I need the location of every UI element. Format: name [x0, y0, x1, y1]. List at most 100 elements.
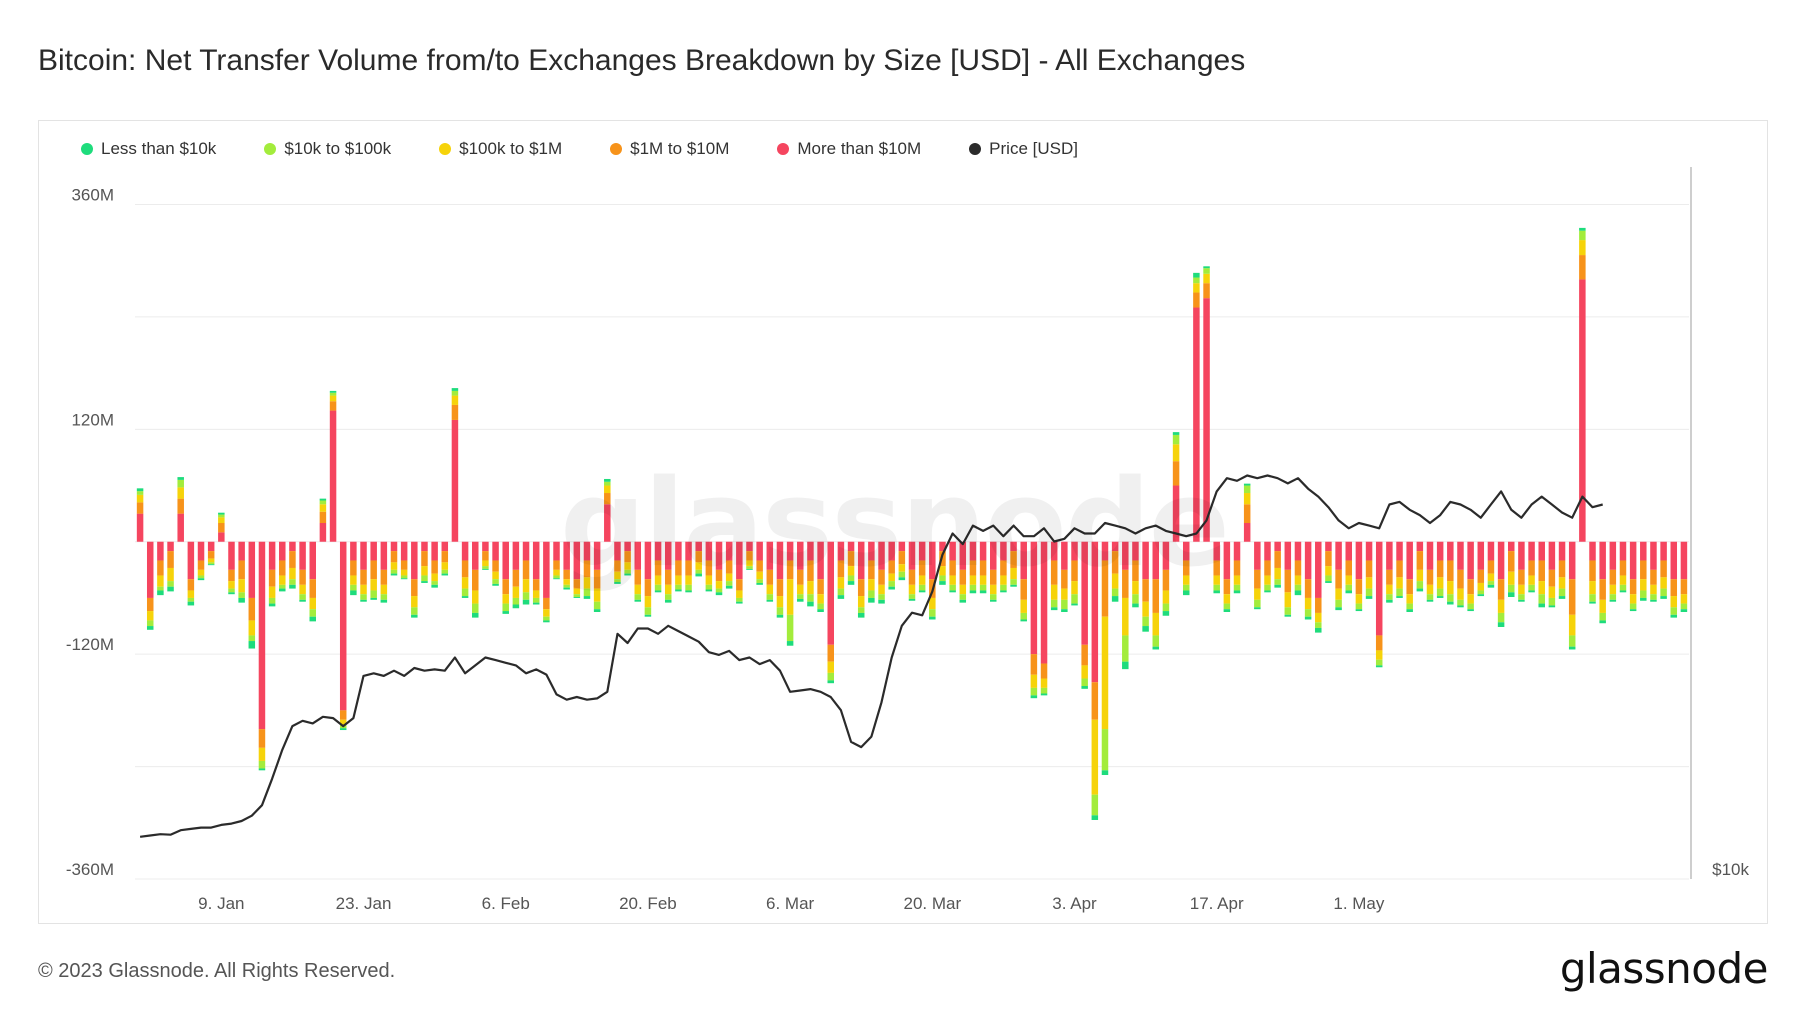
bar-segment	[1172, 432, 1180, 435]
bar-segment	[776, 607, 784, 615]
bar-segment	[725, 585, 733, 589]
bar-segment	[797, 598, 804, 602]
bar-segment	[817, 541, 824, 580]
legend-item[interactable]: More than $10M	[777, 139, 921, 159]
bar-segment	[411, 579, 418, 597]
bar-segment	[1284, 607, 1292, 615]
bar-segment	[979, 575, 987, 585]
bar-segment	[685, 584, 692, 591]
bar-segment	[512, 586, 520, 598]
bar-segment	[370, 590, 377, 598]
bar-segment	[228, 581, 235, 589]
bar-segment	[634, 584, 642, 595]
bar-segment	[1467, 609, 1474, 612]
price-line	[139, 474, 1603, 838]
bar-segment	[1650, 594, 1657, 600]
bar-segment	[472, 590, 479, 604]
bar-segment	[1508, 584, 1515, 593]
bar-segment	[1375, 650, 1383, 660]
bar-segment	[1081, 644, 1088, 666]
bar-segment	[370, 597, 377, 600]
bar-segment	[918, 584, 926, 591]
bar-segment	[1365, 560, 1373, 578]
bar-segment	[441, 541, 449, 552]
bar-segment	[522, 599, 530, 605]
bar-segment	[736, 541, 743, 580]
bar-segment	[441, 569, 449, 574]
bar-segment	[898, 541, 906, 552]
bar-segment	[1284, 614, 1292, 617]
bar-segment	[197, 560, 205, 570]
bar-segment	[857, 541, 865, 580]
legend-item[interactable]: Price [USD]	[969, 139, 1078, 159]
bar-segment	[289, 567, 296, 580]
bar-segment	[1355, 594, 1363, 604]
bar-segment	[1020, 619, 1027, 622]
bar-segment	[1640, 590, 1647, 598]
bar-segment	[675, 584, 682, 590]
bar-segment	[1579, 255, 1586, 280]
bar-segment	[146, 541, 154, 598]
bar-segment	[390, 569, 398, 574]
bar-segment	[908, 584, 916, 595]
bar-segment	[583, 577, 591, 589]
bar-segment	[512, 569, 520, 587]
bar-segment	[1375, 635, 1383, 651]
bar-segment	[857, 612, 865, 618]
bar-segment	[268, 603, 276, 607]
bar-segment	[776, 541, 784, 580]
bar-segment	[786, 541, 794, 561]
bar-segment	[268, 541, 276, 570]
bar-segment	[1233, 541, 1241, 561]
legend-item[interactable]: $100k to $1M	[439, 139, 562, 159]
legend-item[interactable]: $10k to $100k	[264, 139, 391, 159]
bar-segment	[725, 581, 733, 586]
bar-segment	[990, 541, 997, 570]
bar-segment	[1497, 541, 1505, 580]
bar-segment	[319, 523, 327, 542]
bar-segment	[1457, 588, 1464, 600]
bar-segment	[1254, 599, 1261, 608]
legend-item[interactable]: $1M to $10M	[610, 139, 729, 159]
bar-segment	[766, 541, 774, 570]
bar-segment	[1426, 584, 1434, 595]
x-tick-label: 20. Mar	[903, 894, 961, 913]
bar-segment	[1061, 541, 1068, 570]
bar-segment	[289, 584, 296, 589]
bar-segment	[1142, 541, 1149, 580]
bar-segment	[878, 594, 885, 600]
bar-segment	[593, 609, 601, 612]
bar-segment	[675, 541, 682, 561]
bar-segment	[1579, 279, 1586, 542]
bar-segment	[1162, 590, 1170, 604]
bar-segment	[1619, 560, 1627, 576]
bar-segment	[482, 541, 489, 552]
bar-segment	[1325, 551, 1332, 567]
bar-segment	[614, 571, 621, 580]
bar-segment	[543, 609, 550, 617]
bar-segment	[1355, 579, 1363, 595]
bar-segment	[979, 584, 987, 591]
bar-segment	[1152, 579, 1160, 613]
bar-segment	[1020, 579, 1027, 600]
bar-segment	[1142, 616, 1149, 627]
bar-segment	[1619, 590, 1627, 593]
bar-segment	[136, 513, 144, 542]
y-tick-label: -120M	[66, 635, 114, 654]
bar-segment	[1111, 573, 1119, 589]
legend-item[interactable]: Less than $10k	[81, 139, 216, 159]
bar-segment	[654, 541, 662, 561]
bar-segment	[746, 568, 753, 570]
bar-segment	[573, 588, 581, 595]
bar-segment	[847, 581, 855, 585]
legend-label: Less than $10k	[101, 139, 217, 158]
bar-segment	[289, 551, 296, 568]
bar-segment	[1050, 607, 1058, 611]
bar-segment	[1629, 603, 1637, 610]
bar-segment	[979, 560, 987, 576]
bar-segment	[766, 569, 774, 585]
bar-segment	[583, 560, 591, 578]
bar-segment	[604, 493, 611, 505]
bar-segment	[969, 541, 977, 561]
bar-segment	[309, 609, 316, 617]
